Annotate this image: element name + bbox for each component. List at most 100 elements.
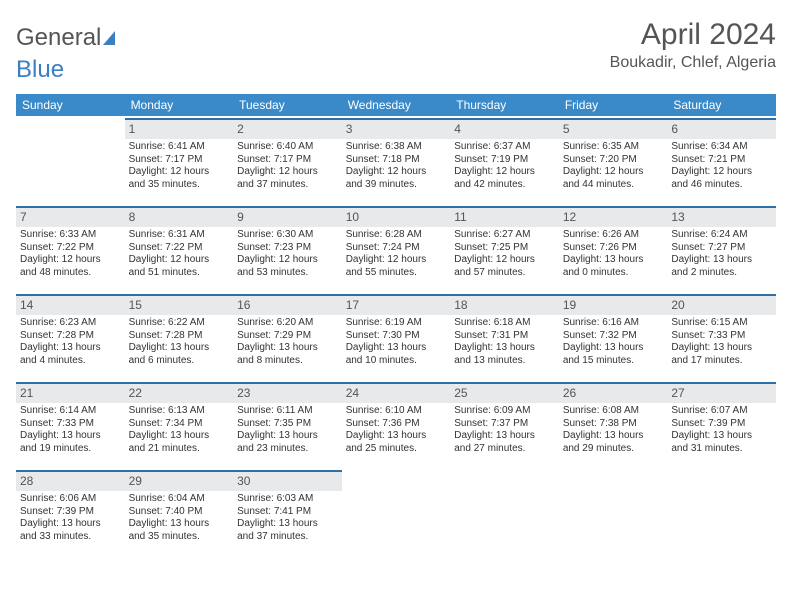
day-number: 6 <box>667 118 776 139</box>
calendar-cell: 8Sunrise: 6:31 AMSunset: 7:22 PMDaylight… <box>125 204 234 292</box>
sunset-text: Sunset: 7:22 PM <box>129 242 230 255</box>
calendar-cell: 5Sunrise: 6:35 AMSunset: 7:20 PMDaylight… <box>559 116 668 204</box>
calendar-cell: 18Sunrise: 6:18 AMSunset: 7:31 PMDayligh… <box>450 292 559 380</box>
day-info: Sunrise: 6:11 AMSunset: 7:35 PMDaylight:… <box>237 405 338 455</box>
sunset-text: Sunset: 7:37 PM <box>454 418 555 431</box>
day-number: 2 <box>233 118 342 139</box>
sunrise-text: Sunrise: 6:10 AM <box>346 405 447 418</box>
day2-text: and 55 minutes. <box>346 267 447 280</box>
day-number: 15 <box>125 294 234 315</box>
calendar-cell: 14Sunrise: 6:23 AMSunset: 7:28 PMDayligh… <box>16 292 125 380</box>
sunrise-text: Sunrise: 6:37 AM <box>454 141 555 154</box>
day-info: Sunrise: 6:23 AMSunset: 7:28 PMDaylight:… <box>20 317 121 367</box>
calendar-cell: 2 Sunrise: 6:40 AMSunset: 7:17 PMDaylight… <box>233 116 342 204</box>
day1-text: Daylight: 12 hours <box>237 166 338 179</box>
sunset-text: Sunset: 7:40 PM <box>129 506 230 519</box>
sunrise-text: Sunrise: 6:09 AM <box>454 405 555 418</box>
day1-text: Daylight: 12 hours <box>346 166 447 179</box>
day2-text: and 53 minutes. <box>237 267 338 280</box>
day2-text: and 8 minutes. <box>237 355 338 368</box>
day-info: Sunrise: 6:06 AMSunset: 7:39 PMDaylight:… <box>20 493 121 543</box>
sunset-text: Sunset: 7:28 PM <box>129 330 230 343</box>
calendar-week-row: 14Sunrise: 6:23 AMSunset: 7:28 PMDayligh… <box>16 292 776 380</box>
calendar-cell: 20Sunrise: 6:15 AMSunset: 7:33 PMDayligh… <box>667 292 776 380</box>
day-number: 24 <box>342 382 451 403</box>
calendar-cell: 9Sunrise: 6:30 AMSunset: 7:23 PMDaylight… <box>233 204 342 292</box>
calendar-cell: 7Sunrise: 6:33 AMSunset: 7:22 PMDaylight… <box>16 204 125 292</box>
sunset-text: Sunset: 7:20 PM <box>563 154 664 167</box>
day2-text: and 15 minutes. <box>563 355 664 368</box>
sunset-text: Sunset: 7:17 PM <box>237 154 338 167</box>
calendar-cell: 10Sunrise: 6:28 AMSunset: 7:24 PMDayligh… <box>342 204 451 292</box>
day-header: Wednesday <box>342 94 451 116</box>
day2-text: and 37 minutes. <box>237 179 338 192</box>
sunset-text: Sunset: 7:38 PM <box>563 418 664 431</box>
sunset-text: Sunset: 7:17 PM <box>129 154 230 167</box>
sunrise-text: Sunrise: 6:38 AM <box>346 141 447 154</box>
sunrise-text: Sunrise: 6:33 AM <box>20 229 121 242</box>
calendar-cell: 21Sunrise: 6:14 AMSunset: 7:33 PMDayligh… <box>16 380 125 468</box>
sunrise-text: Sunrise: 6:28 AM <box>346 229 447 242</box>
calendar-grid: Sunday Monday Tuesday Wednesday Thursday… <box>16 94 776 556</box>
calendar-cell <box>559 468 668 556</box>
day-number: 27 <box>667 382 776 403</box>
day2-text: and 4 minutes. <box>20 355 121 368</box>
month-title: April 2024 <box>610 18 776 52</box>
day1-text: Daylight: 12 hours <box>454 254 555 267</box>
day-info: Sunrise: 6:15 AMSunset: 7:33 PMDaylight:… <box>671 317 772 367</box>
day-info: Sunrise: 6:14 AMSunset: 7:33 PMDaylight:… <box>20 405 121 455</box>
day1-text: Daylight: 13 hours <box>20 430 121 443</box>
day1-text: Daylight: 12 hours <box>129 254 230 267</box>
day2-text: and 35 minutes. <box>129 179 230 192</box>
day1-text: Daylight: 12 hours <box>20 254 121 267</box>
day-number: 22 <box>125 382 234 403</box>
sunset-text: Sunset: 7:19 PM <box>454 154 555 167</box>
day1-text: Daylight: 12 hours <box>346 254 447 267</box>
day-info: Sunrise: 6:22 AMSunset: 7:28 PMDaylight:… <box>129 317 230 367</box>
day-info: Sunrise: 6:27 AMSunset: 7:25 PMDaylight:… <box>454 229 555 279</box>
sunrise-text: Sunrise: 6:31 AM <box>129 229 230 242</box>
sunset-text: Sunset: 7:21 PM <box>671 154 772 167</box>
day-header: Tuesday <box>233 94 342 116</box>
calendar-cell: 28Sunrise: 6:06 AMSunset: 7:39 PMDayligh… <box>16 468 125 556</box>
day2-text: and 39 minutes. <box>346 179 447 192</box>
calendar-cell: 25Sunrise: 6:09 AMSunset: 7:37 PMDayligh… <box>450 380 559 468</box>
sunrise-text: Sunrise: 6:20 AM <box>237 317 338 330</box>
sunrise-text: Sunrise: 6:40 AM <box>237 141 338 154</box>
day-number: 25 <box>450 382 559 403</box>
calendar-cell: 30Sunrise: 6:03 AMSunset: 7:41 PMDayligh… <box>233 468 342 556</box>
sunset-text: Sunset: 7:18 PM <box>346 154 447 167</box>
sunrise-text: Sunrise: 6:11 AM <box>237 405 338 418</box>
day1-text: Daylight: 13 hours <box>671 254 772 267</box>
sunset-text: Sunset: 7:39 PM <box>671 418 772 431</box>
sunrise-text: Sunrise: 6:07 AM <box>671 405 772 418</box>
day-info: Sunrise: 6:34 AMSunset: 7:21 PMDaylight:… <box>671 141 772 191</box>
day-number: 4 <box>450 118 559 139</box>
day-number: 17 <box>342 294 451 315</box>
day2-text: and 51 minutes. <box>129 267 230 280</box>
day1-text: Daylight: 13 hours <box>563 342 664 355</box>
day1-text: Daylight: 13 hours <box>129 518 230 531</box>
day1-text: Daylight: 12 hours <box>671 166 772 179</box>
calendar-cell <box>342 468 451 556</box>
calendar-cell: 19Sunrise: 6:16 AMSunset: 7:32 PMDayligh… <box>559 292 668 380</box>
day-header-row: Sunday Monday Tuesday Wednesday Thursday… <box>16 94 776 116</box>
calendar-cell: 12Sunrise: 6:26 AMSunset: 7:26 PMDayligh… <box>559 204 668 292</box>
calendar-cell <box>667 468 776 556</box>
day-number: 20 <box>667 294 776 315</box>
day-number: 14 <box>16 294 125 315</box>
day1-text: Daylight: 13 hours <box>671 342 772 355</box>
day-info: Sunrise: 6:38 AMSunset: 7:18 PMDaylight:… <box>346 141 447 191</box>
sunrise-text: Sunrise: 6:30 AM <box>237 229 338 242</box>
day2-text: and 13 minutes. <box>454 355 555 368</box>
calendar-week-row: 21Sunrise: 6:14 AMSunset: 7:33 PMDayligh… <box>16 380 776 468</box>
day2-text: and 10 minutes. <box>346 355 447 368</box>
day-number: 29 <box>125 470 234 491</box>
day-info: Sunrise: 6:18 AMSunset: 7:31 PMDaylight:… <box>454 317 555 367</box>
day-number: 21 <box>16 382 125 403</box>
day1-text: Daylight: 13 hours <box>129 430 230 443</box>
brand-part2: Blue <box>16 56 64 84</box>
day-info: Sunrise: 6:37 AMSunset: 7:19 PMDaylight:… <box>454 141 555 191</box>
day2-text: and 27 minutes. <box>454 443 555 456</box>
day-info: Sunrise: 6:26 AMSunset: 7:26 PMDaylight:… <box>563 229 664 279</box>
